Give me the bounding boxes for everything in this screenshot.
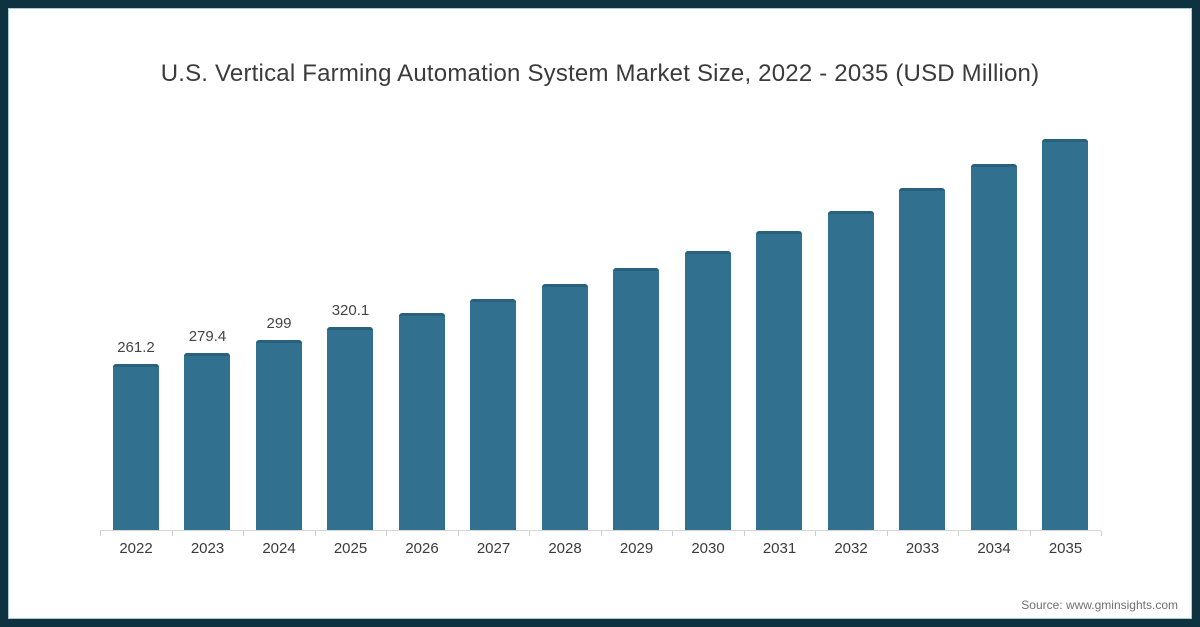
bar-2024 xyxy=(255,340,302,530)
x-axis-tick xyxy=(1029,531,1031,536)
bar-2025 xyxy=(327,326,374,530)
x-axis-tick xyxy=(600,531,602,536)
x-axis-tick xyxy=(457,531,459,536)
bar-2029 xyxy=(613,267,660,530)
x-axis-tick xyxy=(886,531,888,536)
x-axis-label-2030: 2030 xyxy=(691,540,725,557)
x-axis-tick xyxy=(958,531,959,536)
bar-value-label-2023: 279.4 xyxy=(188,327,227,345)
x-axis-label-2035: 2035 xyxy=(1048,540,1083,557)
bar-value-label-2024: 299 xyxy=(266,315,292,333)
x-axis-label-2026: 2026 xyxy=(405,540,439,557)
x-axis-tick xyxy=(815,531,816,536)
x-axis-tick xyxy=(243,531,244,536)
bar-2032 xyxy=(827,210,874,530)
bar-2027 xyxy=(470,298,517,530)
x-axis-tick xyxy=(672,531,673,536)
x-axis-tick xyxy=(314,531,316,536)
x-axis-tick xyxy=(100,531,101,536)
x-axis-label-2029: 2029 xyxy=(619,540,654,557)
bar-chart-plot-area: 261.2 2022 279.4 2023 299 2024 320.1 2025 2026 20… xyxy=(8,8,1192,619)
x-axis-label-2032: 2032 xyxy=(834,540,868,557)
x-axis-tick xyxy=(529,531,530,536)
bar-value-label-2022: 261.2 xyxy=(117,339,155,357)
bar-2022 xyxy=(112,364,159,530)
x-axis-tick xyxy=(1101,531,1102,536)
x-axis-label-2034: 2034 xyxy=(977,540,1011,557)
x-axis-tick xyxy=(171,531,173,536)
bar-2028 xyxy=(541,283,588,530)
x-axis-label-2022: 2022 xyxy=(119,540,153,557)
x-axis-label-2027: 2027 xyxy=(476,540,511,557)
x-axis-label-2025: 2025 xyxy=(333,540,368,557)
x-axis-label-2024: 2024 xyxy=(262,540,296,557)
x-axis-label-2033: 2033 xyxy=(905,540,940,557)
chart-title: U.S. Vertical Farming Automation System … xyxy=(160,60,1040,87)
x-axis-line xyxy=(100,530,1101,531)
x-axis-tick xyxy=(743,531,745,536)
bar-value-label-2025: 320.1 xyxy=(331,301,370,319)
bar-2034 xyxy=(970,164,1017,530)
bar-2031 xyxy=(756,230,803,530)
source-note: Source: www.gminsights.com xyxy=(1021,598,1178,612)
x-axis-label-2023: 2023 xyxy=(190,540,225,557)
bar-2035 xyxy=(1042,139,1089,530)
x-axis-label-2031: 2031 xyxy=(762,540,797,557)
bar-2030 xyxy=(684,250,731,530)
bar-2033 xyxy=(899,188,946,530)
bar-2026 xyxy=(398,313,445,530)
x-axis-label-2028: 2028 xyxy=(548,540,582,557)
x-axis-tick xyxy=(386,531,387,536)
bar-2023 xyxy=(184,352,231,530)
